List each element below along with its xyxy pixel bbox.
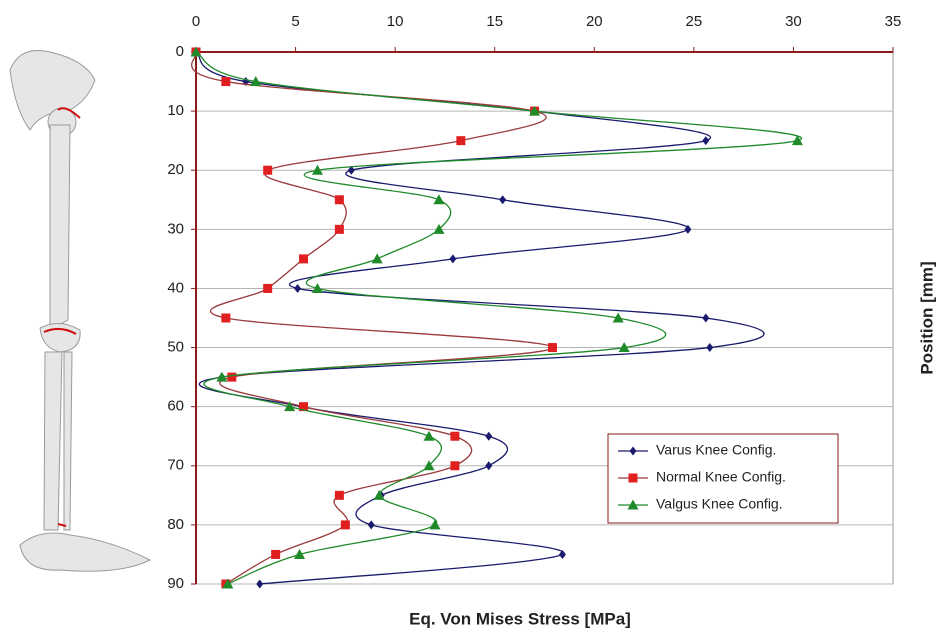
x-tick-label: 20 (586, 13, 603, 30)
page: {"chart_data": {"type": "line", "x_label… (0, 0, 938, 632)
marker (548, 343, 557, 352)
y-tick-label: 80 (167, 516, 184, 533)
y-tick-label: 0 (176, 43, 184, 60)
x-tick-label: 10 (387, 13, 404, 30)
legend-marker (629, 474, 638, 483)
x-tick-label: 0 (192, 13, 200, 30)
marker (335, 195, 344, 204)
marker (263, 284, 272, 293)
y-tick-label: 40 (167, 279, 184, 296)
leg-illustration (10, 50, 150, 571)
y-tick-label: 90 (167, 575, 184, 592)
x-tick-label: 30 (785, 13, 802, 30)
x-tick-label: 15 (486, 13, 503, 30)
marker (263, 166, 272, 175)
y-tick-label: 60 (167, 398, 184, 415)
marker (450, 461, 459, 470)
marker (221, 77, 230, 86)
marker (450, 432, 459, 441)
y-tick-label: 10 (167, 102, 184, 119)
marker (456, 136, 465, 145)
legend-label: Valgus Knee Config. (656, 496, 783, 512)
marker (271, 550, 280, 559)
legend-label: Normal Knee Config. (656, 469, 786, 485)
y-tick-label: 20 (167, 161, 184, 178)
marker (221, 314, 230, 323)
x-tick-label: 35 (885, 13, 902, 30)
y-axis-title: Position [mm] (917, 261, 936, 374)
marker (299, 254, 308, 263)
x-tick-label: 5 (291, 13, 299, 30)
marker (335, 491, 344, 500)
chart: Eq. Von Mises Stress [MPa] Position [mm]… (0, 0, 938, 632)
legend: Varus Knee Config. Normal Knee Config. Val… (608, 434, 838, 523)
legend-label: Varus Knee Config. (656, 442, 776, 458)
y-tick-label: 30 (167, 220, 184, 237)
x-axis-title: Eq. Von Mises Stress [MPa] (409, 609, 631, 628)
y-tick-label: 50 (167, 339, 184, 356)
y-tick-label: 70 (167, 457, 184, 474)
marker (227, 373, 236, 382)
marker (341, 520, 350, 529)
x-tick-label: 25 (686, 13, 703, 30)
marker (335, 225, 344, 234)
